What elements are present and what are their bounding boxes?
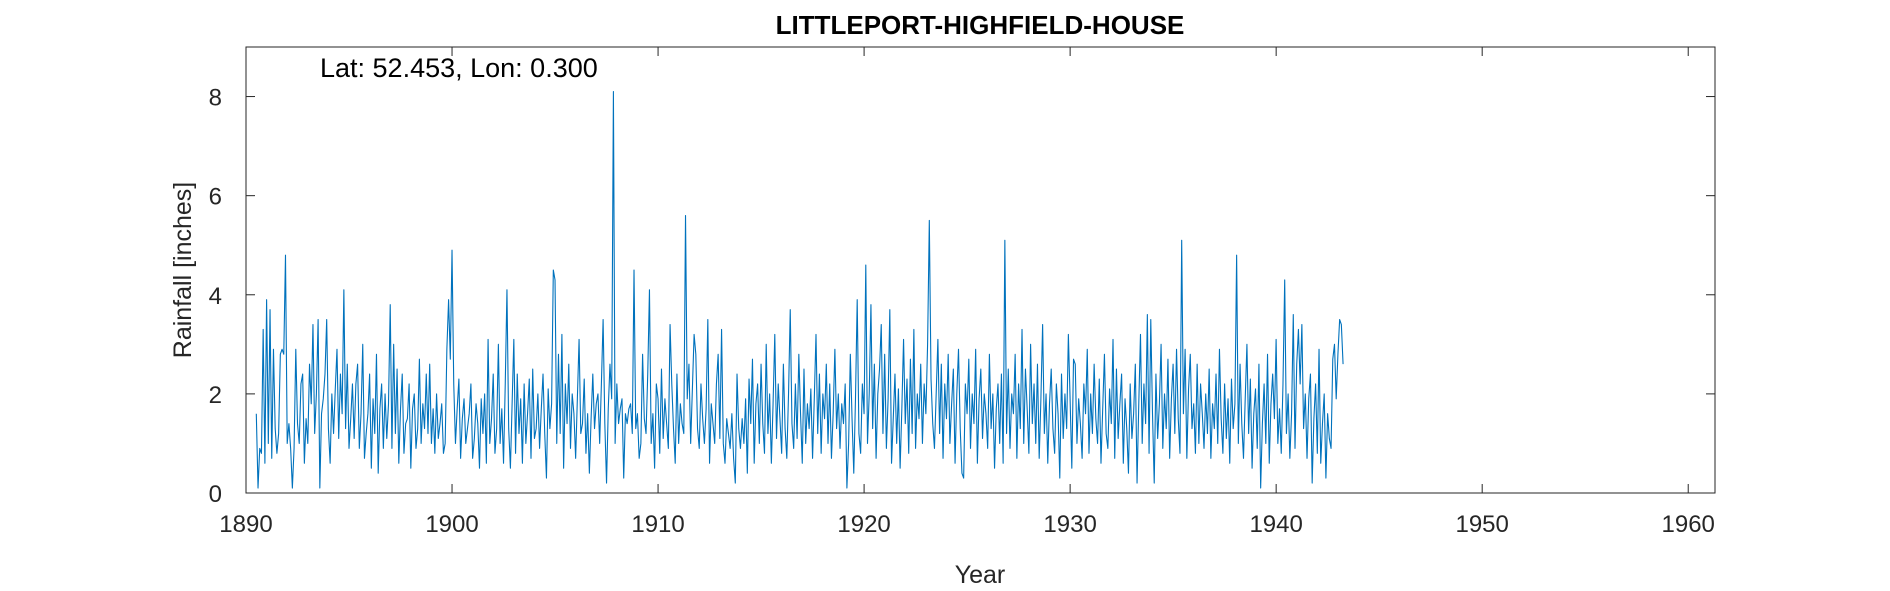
x-tick-label: 1890 [219,511,272,538]
y-tick-label: 6 [209,184,222,211]
x-axis-label: Year [955,561,1006,589]
y-tick-label: 2 [209,382,222,409]
y-tick-label: 4 [209,283,222,310]
x-tick-label: 1960 [1662,511,1715,538]
rainfall-series-line [255,91,1344,489]
x-tick-label: 1950 [1455,511,1508,538]
location-annotation: Lat: 52.453, Lon: 0.300 [320,53,598,83]
y-axis-label: Rainfall [inches] [169,182,197,358]
y-tick-label: 8 [209,85,222,112]
x-tick-label: 1920 [837,511,890,538]
y-tick-label: 0 [209,481,222,508]
x-tick-label: 1910 [631,511,684,538]
x-tick-label: 1940 [1249,511,1302,538]
axis-ticks: 1890 1900 1910 1920 1930 1940 1950 1960 0 2 4 6 8 [209,47,1715,538]
x-tick-label: 1900 [425,511,478,538]
chart-title: LITTLEPORT-HIGHFIELD-HOUSE [776,10,1185,40]
x-tick-label: 1930 [1043,511,1096,538]
plot-area [245,46,1716,494]
